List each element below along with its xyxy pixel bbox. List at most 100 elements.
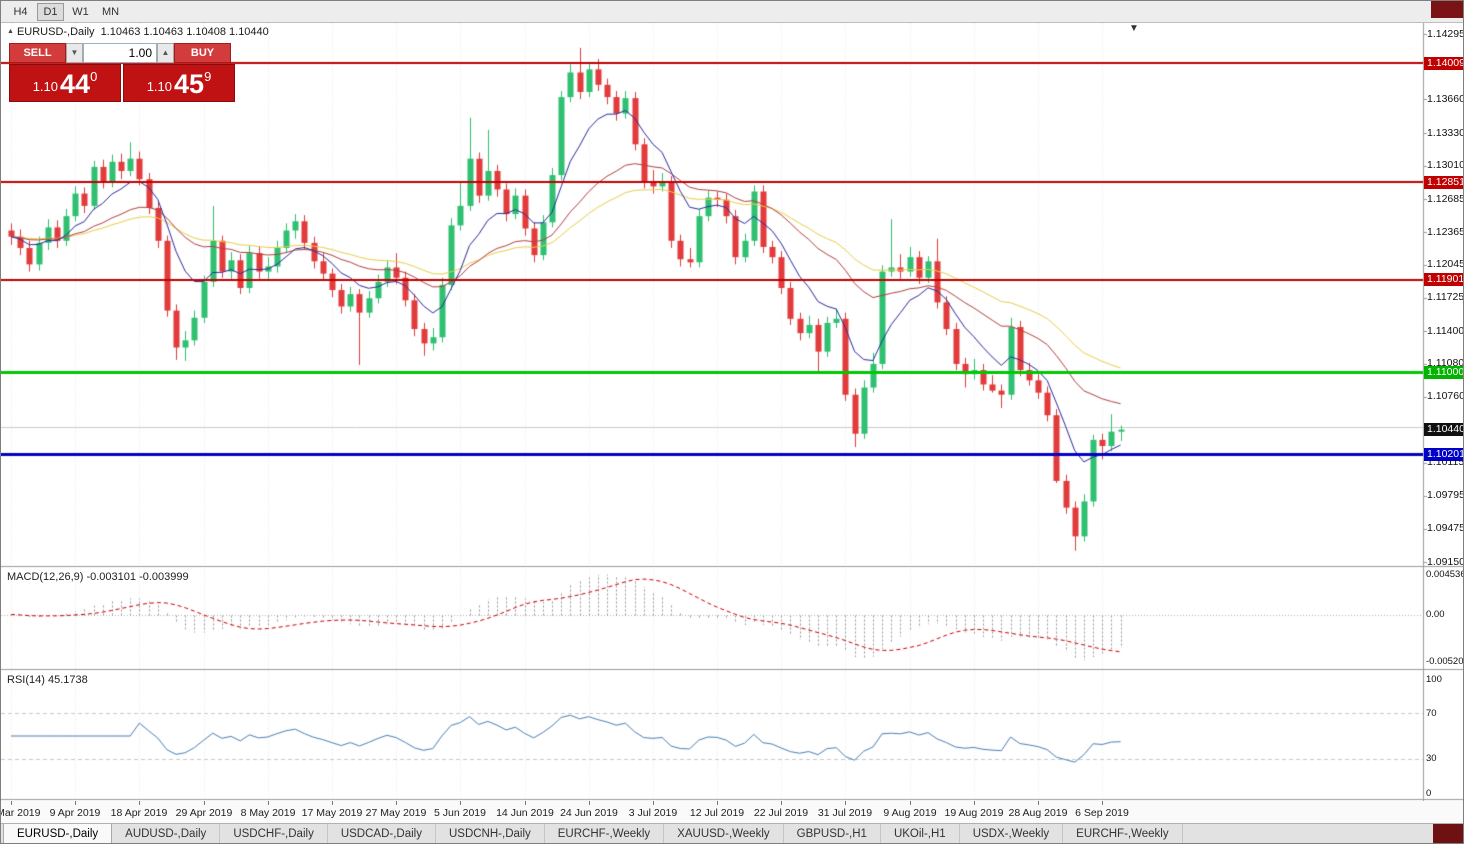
horizontal-level-label: 1.14009 (1424, 56, 1463, 70)
buy-price-pip: 9 (204, 69, 212, 84)
date-axis-label: 14 Jun 2019 (496, 807, 554, 819)
price-axis-label: 1.12045 (1427, 258, 1464, 271)
date-axis-label: 6 Sep 2019 (1075, 807, 1129, 819)
rsi-axis-label: 70 (1426, 707, 1437, 719)
chart-tab-bar: EURUSD-,Daily AUDUSD-,Daily USDCHF-,Daily U… (1, 823, 1463, 843)
date-axis-label: 12 Jul 2019 (689, 807, 745, 819)
horizontal-level-label: 1.11000 (1424, 365, 1463, 379)
price-axis-label: 1.12365 (1427, 225, 1464, 238)
timeframe-button-w1[interactable]: W1 (67, 3, 94, 21)
chart-tab-eurchf-weekly[interactable]: EURCHF-,Weekly (545, 824, 665, 843)
chart-shift-marker-icon[interactable]: ▼ (1129, 23, 1139, 34)
date-tick (11, 801, 12, 805)
buy-price-prefix: 1.10 (146, 79, 173, 94)
sell-price-display[interactable]: 1.10 44 0 (9, 64, 121, 102)
price-axis[interactable]: 1.14295 1.14009 1.13660 1.13330 1.13010 1.128… (1424, 23, 1464, 801)
rsi-axis-label: 0 (1426, 787, 1432, 799)
volume-increase-button[interactable]: ▲ (157, 43, 174, 63)
chart-window: ▲ EURUSD-,Daily 1.10463 1.10463 1.10408 1.… (1, 23, 1464, 801)
chart-tab-usdcnh-daily[interactable]: USDCNH-,Daily (436, 824, 545, 843)
chart-ohlc-values: 1.10463 1.10463 1.10408 1.10440 (100, 26, 269, 38)
macd-axis-label: 0.00 (1426, 609, 1445, 620)
timeframe-button-mn[interactable]: MN (97, 3, 124, 21)
date-tick (717, 801, 718, 805)
chevron-down-icon: ▼ (70, 48, 79, 57)
chart-symbol-label: EURUSD-,Daily (16, 26, 95, 38)
symbol-marker-icon: ▲ (7, 28, 14, 35)
timeframe-toolbar: H4 D1 W1 MN (1, 1, 1463, 23)
volume-input[interactable] (83, 43, 157, 63)
trade-controls-row: SELL ▼ ▲ BUY (9, 43, 235, 63)
price-chart-canvas[interactable] (1, 23, 1463, 801)
chart-tab-eurusd-daily[interactable]: EURUSD-,Daily (3, 824, 113, 843)
date-axis-label: 22 Jul 2019 (753, 807, 809, 819)
timeframe-button-group: H4 D1 W1 MN (7, 2, 127, 21)
date-axis-label: 19 Aug 2019 (944, 807, 1004, 819)
trade-prices-row: 1.10 44 0 1.10 45 9 (9, 64, 235, 102)
price-axis-label: 1.14295 (1427, 27, 1464, 40)
date-tick (1038, 801, 1039, 805)
horizontal-level-label: 1.11901 (1424, 273, 1463, 287)
date-tick (1102, 801, 1103, 805)
chart-tab-xauusd-weekly[interactable]: XAUUSD-,Weekly (664, 824, 784, 843)
horizontal-level-label: 1.12851 (1424, 175, 1463, 189)
sell-price-pip: 0 (90, 69, 98, 84)
date-tick (139, 801, 140, 805)
sell-price-prefix: 1.10 (32, 79, 59, 94)
price-axis-label: 1.13660 (1427, 92, 1464, 105)
chart-tab-eurchf-weekly[interactable]: EURCHF-,Weekly (1063, 824, 1183, 843)
timeframe-button-d1[interactable]: D1 (37, 3, 64, 21)
date-axis-label: 24 Jun 2019 (560, 807, 618, 819)
date-axis-label: 8 May 2019 (240, 807, 296, 819)
date-tick (525, 801, 526, 805)
date-axis-label: 28 Aug 2019 (1008, 807, 1068, 819)
buy-price-display[interactable]: 1.10 45 9 (123, 64, 235, 102)
date-tick (974, 801, 975, 805)
buy-button[interactable]: BUY (174, 43, 231, 63)
date-tick (589, 801, 590, 805)
horizontal-level-label: 1.10201 (1424, 447, 1463, 461)
date-axis-label: 31 Jul 2019 (817, 807, 873, 819)
chart-tab-usdchf-daily[interactable]: USDCHF-,Daily (220, 824, 328, 843)
chart-tab-ukoil-h1[interactable]: UKOil-,H1 (881, 824, 960, 843)
rsi-axis-label: 100 (1426, 673, 1442, 685)
sell-button[interactable]: SELL (9, 43, 66, 63)
date-axis[interactable]: 31 Mar 2019 9 Apr 2019 18 Apr 2019 29 Apr 2… (1, 801, 1463, 823)
price-axis-label: 1.13010 (1427, 159, 1464, 172)
date-axis-label: 5 Jun 2019 (434, 807, 486, 819)
chart-tab-audusd-daily[interactable]: AUDUSD-,Daily (112, 824, 221, 843)
price-axis-label: 1.13330 (1427, 126, 1464, 139)
date-axis-label: 18 Apr 2019 (110, 807, 168, 819)
corner-decoration-top-right (1431, 1, 1463, 18)
price-axis-label: 1.09475 (1427, 522, 1464, 535)
price-axis-label: 1.09795 (1427, 489, 1464, 502)
rsi-indicator-label: RSI(14) 45.1738 (7, 674, 88, 686)
rsi-axis-label: 30 (1426, 753, 1437, 765)
volume-decrease-button[interactable]: ▼ (66, 43, 83, 63)
chart-tab-usdx-weekly[interactable]: USDX-,Weekly (960, 824, 1064, 843)
chart-tab-usdcad-daily[interactable]: USDCAD-,Daily (328, 824, 436, 843)
macd-axis-label: -0.005205 (1426, 655, 1464, 667)
date-axis-label: 17 May 2019 (301, 807, 363, 819)
current-price-label: 1.10440 (1424, 423, 1463, 437)
date-tick (910, 801, 911, 805)
date-tick (396, 801, 397, 805)
chart-tab-gbpusd-h1[interactable]: GBPUSD-,H1 (784, 824, 881, 843)
chart-title: ▲ EURUSD-,Daily 1.10463 1.10463 1.10408 1.… (7, 26, 269, 38)
price-axis-label: 1.10760 (1427, 390, 1464, 403)
timeframe-button-h4[interactable]: H4 (7, 3, 34, 21)
date-tick (845, 801, 846, 805)
price-axis-label: 1.09150 (1427, 555, 1464, 568)
price-axis-label: 1.11400 (1427, 324, 1464, 337)
date-axis-label: 27 May 2019 (365, 807, 427, 819)
date-axis-label: 3 Jul 2019 (628, 807, 678, 819)
date-axis-label: 9 Aug 2019 (883, 807, 937, 819)
macd-indicator-label: MACD(12,26,9) -0.003101 -0.003999 (7, 571, 189, 583)
buy-price-main: 45 (174, 69, 205, 99)
date-tick (332, 801, 333, 805)
chevron-up-icon: ▲ (161, 48, 170, 57)
date-tick (653, 801, 654, 805)
price-axis-label: 1.12685 (1427, 192, 1464, 205)
